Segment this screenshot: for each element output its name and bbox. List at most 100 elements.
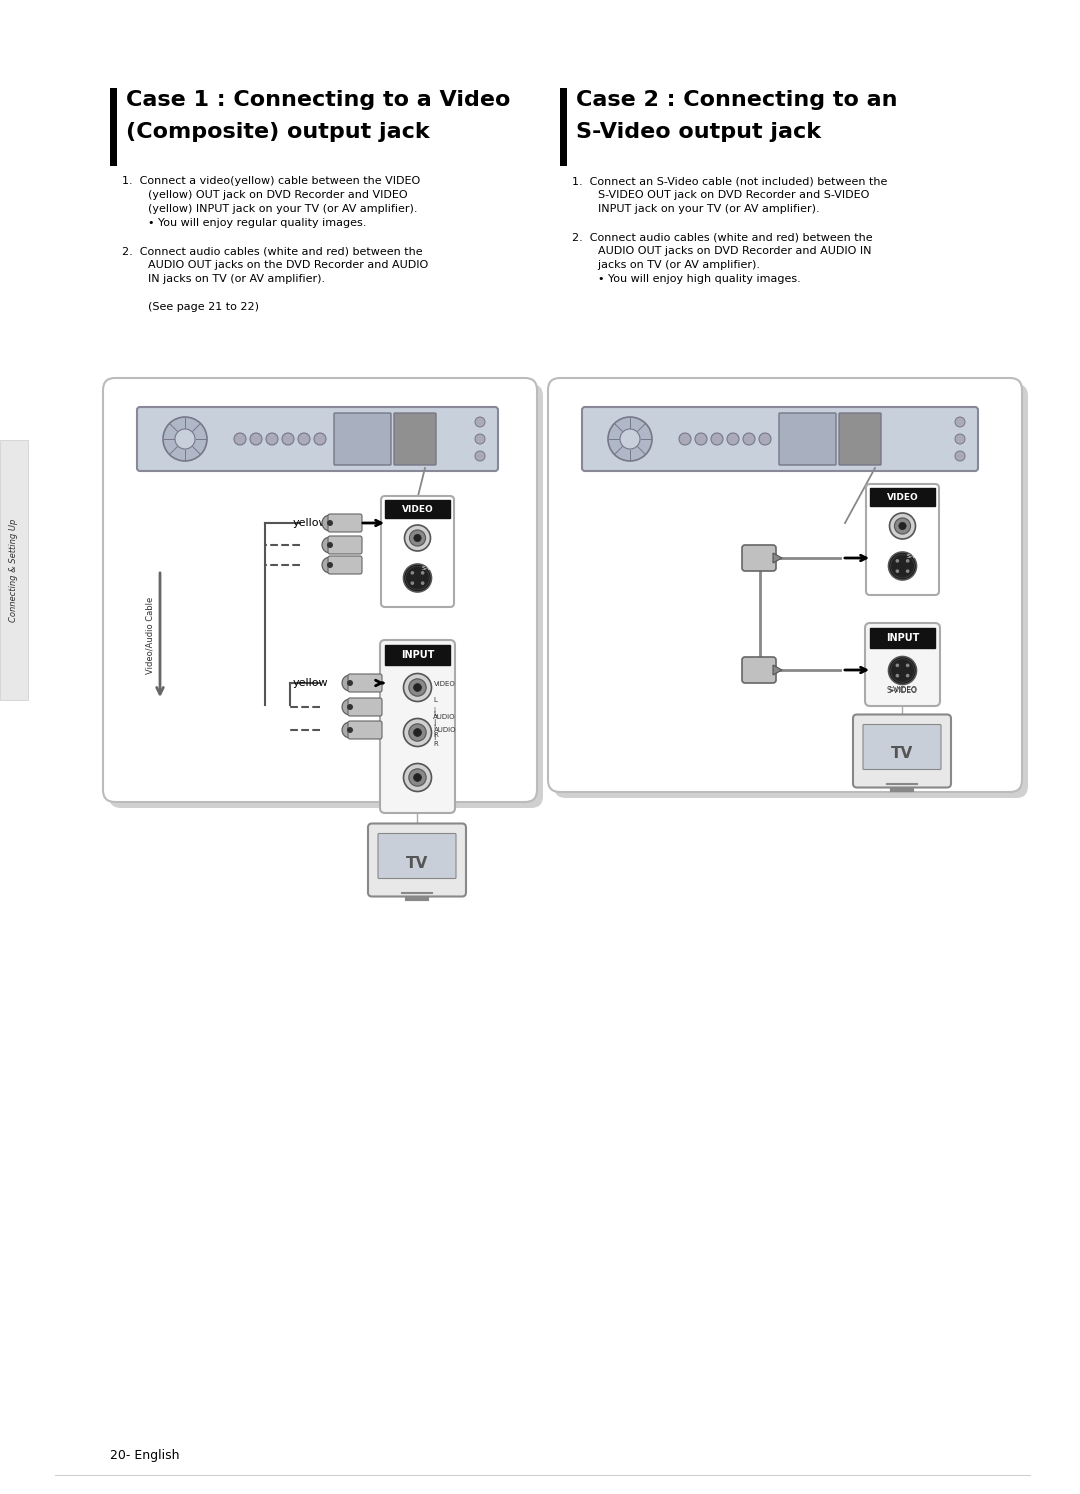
Circle shape (759, 433, 771, 445)
Polygon shape (773, 665, 782, 675)
Bar (561, 88, 567, 166)
Text: TV: TV (891, 747, 913, 762)
Circle shape (711, 433, 723, 445)
Text: S-VIDEO: S-VIDEO (887, 686, 918, 695)
FancyBboxPatch shape (0, 441, 28, 701)
Circle shape (895, 674, 900, 677)
FancyBboxPatch shape (742, 545, 777, 571)
Circle shape (906, 569, 909, 574)
Circle shape (249, 433, 262, 445)
Text: VIDEO: VIDEO (913, 514, 932, 518)
Circle shape (410, 581, 414, 586)
FancyBboxPatch shape (378, 834, 456, 878)
Circle shape (405, 524, 431, 551)
Text: S-VIDEO OUT jack on DVD Recorder and S-VIDEO: S-VIDEO OUT jack on DVD Recorder and S-V… (584, 190, 869, 200)
Circle shape (282, 433, 294, 445)
Text: jacks on TV (or AV amplifier).: jacks on TV (or AV amplifier). (584, 260, 760, 270)
Text: VIDEO: VIDEO (402, 505, 433, 514)
Text: 2.  Connect audio cables (white and red) between the: 2. Connect audio cables (white and red) … (572, 232, 873, 242)
Text: L
|
AUDIO
|
R: L | AUDIO | R (433, 711, 456, 747)
Circle shape (608, 417, 652, 462)
Circle shape (347, 728, 353, 734)
Circle shape (475, 433, 485, 444)
FancyBboxPatch shape (870, 627, 935, 648)
Circle shape (163, 417, 207, 462)
Text: • You will enjoy high quality images.: • You will enjoy high quality images. (584, 273, 800, 284)
FancyBboxPatch shape (554, 384, 1028, 798)
FancyBboxPatch shape (384, 645, 450, 665)
Text: S-VIDEO: S-VIDEO (421, 566, 447, 571)
Circle shape (696, 433, 707, 445)
Text: 2.  Connect audio cables (white and red) between the: 2. Connect audio cables (white and red) … (122, 247, 422, 255)
Circle shape (906, 663, 909, 668)
Text: 1.  Connect a video(yellow) cable between the VIDEO: 1. Connect a video(yellow) cable between… (122, 176, 420, 185)
FancyBboxPatch shape (334, 412, 391, 465)
FancyBboxPatch shape (368, 823, 465, 896)
Circle shape (342, 722, 357, 738)
Circle shape (322, 557, 338, 574)
Text: |: | (433, 707, 435, 711)
Text: IN jacks on TV (or AV amplifier).: IN jacks on TV (or AV amplifier). (134, 273, 325, 284)
Text: (yellow) INPUT jack on your TV (or AV amplifier).: (yellow) INPUT jack on your TV (or AV am… (134, 205, 418, 214)
FancyBboxPatch shape (742, 657, 777, 683)
FancyBboxPatch shape (839, 412, 881, 465)
FancyBboxPatch shape (384, 500, 450, 518)
Circle shape (266, 433, 278, 445)
Text: AUDIO OUT jacks on the DVD Recorder and AUDIO: AUDIO OUT jacks on the DVD Recorder and … (134, 260, 429, 270)
Circle shape (679, 433, 691, 445)
Text: (yellow) OUT jack on DVD Recorder and VIDEO: (yellow) OUT jack on DVD Recorder and VI… (134, 190, 407, 200)
Circle shape (955, 451, 966, 462)
Circle shape (409, 723, 427, 741)
Circle shape (410, 571, 414, 575)
Circle shape (234, 433, 246, 445)
Circle shape (404, 719, 432, 747)
Circle shape (475, 417, 485, 427)
Text: INPUT: INPUT (886, 633, 919, 642)
Text: (Composite) output jack: (Composite) output jack (126, 123, 430, 142)
Circle shape (404, 565, 432, 592)
Circle shape (414, 774, 421, 781)
Circle shape (889, 551, 917, 580)
FancyBboxPatch shape (394, 412, 436, 465)
Text: VIDEO: VIDEO (427, 526, 447, 530)
Text: 20- English: 20- English (110, 1449, 179, 1461)
Text: S-VIDEO: S-VIDEO (906, 554, 932, 559)
FancyBboxPatch shape (779, 412, 836, 465)
Circle shape (404, 674, 432, 702)
Text: • You will enjoy regular quality images.: • You will enjoy regular quality images. (134, 218, 366, 229)
Text: yellow: yellow (293, 518, 328, 527)
Text: yellow: yellow (293, 678, 328, 689)
Circle shape (475, 451, 485, 462)
Circle shape (414, 535, 421, 542)
Circle shape (409, 530, 426, 547)
Text: L: L (433, 698, 437, 704)
FancyBboxPatch shape (109, 384, 543, 808)
Circle shape (347, 680, 353, 686)
Circle shape (891, 659, 915, 683)
Circle shape (409, 678, 427, 696)
FancyBboxPatch shape (582, 406, 978, 471)
Circle shape (327, 542, 333, 548)
Text: R: R (433, 732, 437, 738)
Circle shape (421, 571, 424, 575)
Circle shape (421, 581, 424, 586)
FancyBboxPatch shape (870, 489, 935, 506)
Circle shape (891, 554, 915, 578)
FancyBboxPatch shape (328, 556, 362, 574)
Circle shape (955, 433, 966, 444)
Text: AUDIO: AUDIO (433, 714, 456, 720)
Circle shape (322, 536, 338, 553)
Circle shape (620, 429, 640, 450)
Text: Case 1 : Connecting to a Video: Case 1 : Connecting to a Video (126, 90, 511, 111)
Text: 1.  Connect an S-Video cable (not included) between the: 1. Connect an S-Video cable (not include… (572, 176, 888, 185)
Circle shape (409, 769, 427, 786)
Circle shape (414, 729, 421, 737)
FancyBboxPatch shape (381, 496, 454, 607)
Circle shape (727, 433, 739, 445)
Text: S-VIDEO: S-VIDEO (889, 687, 917, 693)
Text: S-Video output jack: S-Video output jack (576, 123, 821, 142)
FancyBboxPatch shape (328, 536, 362, 554)
Text: Case 2 : Connecting to an: Case 2 : Connecting to an (576, 90, 897, 111)
FancyBboxPatch shape (137, 406, 498, 471)
Circle shape (175, 429, 195, 450)
